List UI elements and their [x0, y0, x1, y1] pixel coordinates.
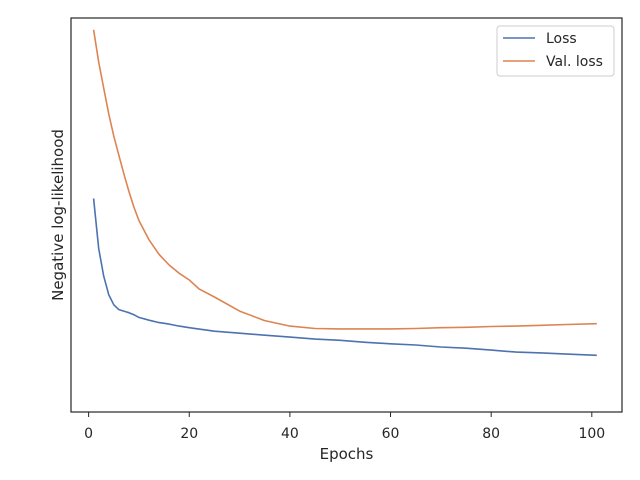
series-layer [92, 29, 597, 357]
x-tick-label: 80 [482, 426, 500, 442]
x-tick-label: 100 [578, 426, 605, 442]
series-line-val-loss [92, 29, 597, 330]
series-line-loss [92, 198, 597, 357]
x-axis: 0 20 40 60 80 100 [84, 412, 605, 442]
x-axis-label: Epochs [320, 445, 374, 463]
x-tick-label: 20 [180, 426, 198, 442]
x-tick-label: 60 [382, 426, 400, 442]
legend-label-val-loss: Val. loss [546, 54, 603, 70]
legend-label-loss: Loss [546, 31, 577, 47]
y-axis-label: Negative log-likelihood [49, 129, 67, 301]
x-tick-label: 0 [84, 426, 93, 442]
plot-area [70, 17, 623, 413]
x-tick-label: 40 [281, 426, 299, 442]
legend: Loss Val. loss [496, 25, 615, 77]
